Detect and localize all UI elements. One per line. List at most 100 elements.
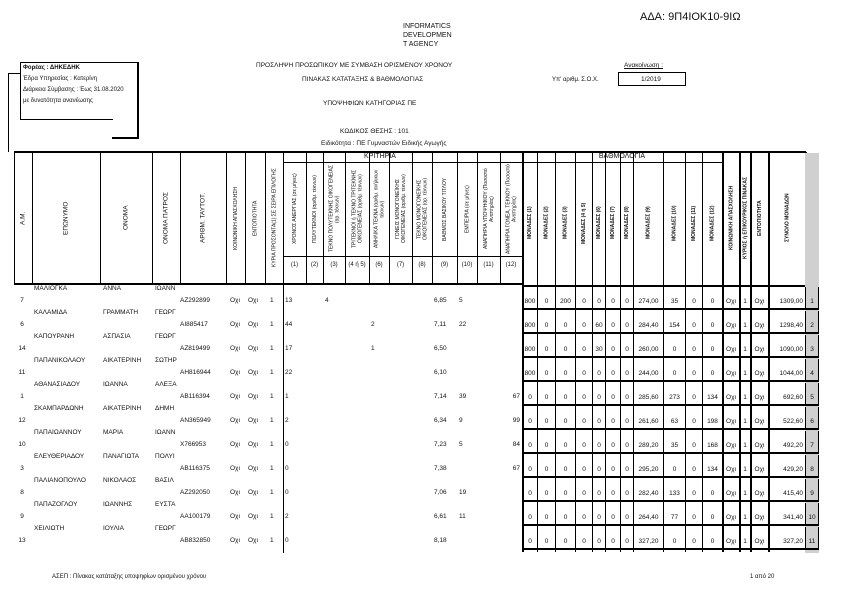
registry-number: 12 <box>18 417 26 424</box>
criteria-column-header: ΤΕΚΝΟ ΜΟΝΟΓΟΝΕΪΚΗΣ ΟΙΚΟΓΕΝΕΙΑΣ (αρ. τέκν… <box>416 177 429 241</box>
points-value: Οχι <box>750 455 769 478</box>
points-value: 0 <box>605 503 621 526</box>
points-value: 30 <box>592 335 606 358</box>
criteria-number: (3) <box>330 262 338 268</box>
father-name: ΑΛΕΞΑ <box>155 381 177 388</box>
points-value: 154 <box>663 311 686 334</box>
points-value: Οχι <box>722 359 740 382</box>
main-qualification: 1 <box>270 369 274 376</box>
points-value: 0 <box>620 503 634 526</box>
grid-line <box>722 152 724 552</box>
main-qualification: 1 <box>270 393 274 400</box>
criteria-value: 84 <box>512 441 520 448</box>
points-value: 0 <box>522 455 538 478</box>
points-value: 0 <box>555 383 576 406</box>
points-value: 800 <box>522 359 538 382</box>
locality: Οχι <box>248 489 258 496</box>
rank-value: 1 <box>805 287 819 310</box>
points-value: 0 <box>685 383 703 406</box>
main-qualification: 1 <box>270 537 274 544</box>
points-value: 0 <box>537 407 556 430</box>
id-number: ΑΖ292050 <box>180 489 210 496</box>
social-employment: Οχι <box>230 321 240 328</box>
criteria-value: 22 <box>459 321 467 328</box>
points-value: 0 <box>605 407 621 430</box>
points-value: Οχι <box>750 503 769 526</box>
points-value: 800 <box>522 335 538 358</box>
main-qualification: 1 <box>270 297 274 304</box>
points-value: 264,40 <box>633 503 664 526</box>
points-value: Οχι <box>750 479 769 502</box>
criteria-value: 9 <box>459 417 463 424</box>
criteria-number: (6) <box>375 262 383 268</box>
registry-number: 11 <box>18 369 26 376</box>
points-value: 1044,00 <box>768 359 806 382</box>
points-value: 244,00 <box>633 359 664 382</box>
points-value: 0 <box>575 527 593 550</box>
grid-line <box>412 152 413 284</box>
criteria-value: 67 <box>512 465 520 472</box>
grid-line <box>500 152 501 284</box>
grid-line <box>369 152 370 284</box>
locality: Οχι <box>248 369 258 376</box>
social-employment: Οχι <box>230 417 240 424</box>
points-value: 168 <box>702 431 723 454</box>
father-name: ΓΕΩΡΓ <box>155 333 176 340</box>
grid-line <box>457 152 458 284</box>
first-name: ΙΟΥΛΙΑ <box>103 525 124 532</box>
criteria-number: (9) <box>440 262 449 268</box>
points-value: Οχι <box>750 311 769 334</box>
grid-line <box>100 152 101 284</box>
locality: Οχι <box>248 297 258 304</box>
points-value: 429,20 <box>768 455 806 478</box>
grid-line <box>306 152 307 284</box>
registry-number: 10 <box>18 441 26 448</box>
locality: Οχι <box>248 321 258 328</box>
points-value: 0 <box>575 407 593 430</box>
points-value: Οχι <box>750 359 769 382</box>
points-value: 0 <box>592 527 606 550</box>
surname: ΜΑΛΙΟΓΚΑ <box>34 285 68 292</box>
registry-number: 7 <box>20 297 24 304</box>
locality: Οχι <box>248 393 258 400</box>
points-value: 289,20 <box>633 431 664 454</box>
criteria-value: 4 <box>325 297 329 304</box>
announcement-number-label: Υπ' αριθμ. Σ.Ο.Χ. <box>552 77 599 83</box>
points-column-header: ΜΟΝΑΔΕΣ (12) <box>709 205 716 241</box>
criteria-value: 7,11 <box>434 321 447 328</box>
locality: Οχι <box>248 465 258 472</box>
points-value: Οχι <box>722 503 740 526</box>
points-value: 134 <box>702 383 723 406</box>
grid-line <box>226 152 227 284</box>
column-header-koin: ΚΟΙΝΩΝΙΚΗ ΑΠΑΣΧΟΛΗΣΗ <box>233 186 239 250</box>
id-number: Χ766953 <box>180 441 207 448</box>
grid-line <box>522 285 805 287</box>
grid-line <box>14 151 806 153</box>
points-value: Οχι <box>722 311 740 334</box>
points-column-header: ΜΟΝΑΔΕΣ (7) <box>610 206 616 240</box>
points-value: 0 <box>575 383 593 406</box>
surname: ΕΛΕΥΘΕΡΙΑΔΟΥ <box>34 453 85 460</box>
points-value: 0 <box>685 455 703 478</box>
points-value: 0 <box>663 359 686 382</box>
points-value: 0 <box>620 383 634 406</box>
column-header-entop: ΕΝΤΟΠΙΟΤΗΤΑ <box>252 200 259 236</box>
criteria-value: 7,06 <box>434 489 447 496</box>
points-value: 0 <box>605 359 621 382</box>
criteria-number: (7) <box>396 262 405 268</box>
grid-line <box>739 152 741 552</box>
registry-number: 1 <box>20 393 24 400</box>
surname: ΚΑΠΟΥΡΑΝΗ <box>34 333 75 340</box>
points-value: 0 <box>555 311 576 334</box>
title-line-2: ΠΙΝΑΚΑΣ ΚΑΤΑΤΑΞΗΣ & ΒΑΘΜΟΛΟΓΙΑΣ <box>302 76 424 83</box>
points-column-header: ΜΟΝΑΔΕΣ (1) <box>527 206 533 240</box>
criteria-value: 1 <box>285 393 289 400</box>
points-value: 0 <box>522 503 538 526</box>
points-value: 260,00 <box>633 335 664 358</box>
position-code: ΚΩΔΙΚΟΣ ΘΕΣΗΣ : 101 <box>340 128 409 135</box>
points-value: 0 <box>605 383 621 406</box>
points-value: 0 <box>537 335 556 358</box>
points-value: Οχι <box>722 479 740 502</box>
ada-code: ΑΔΑ: 9Π4ΙΟΚ10-9ΙΩ <box>640 11 741 23</box>
points-value: Οχι <box>722 455 740 478</box>
